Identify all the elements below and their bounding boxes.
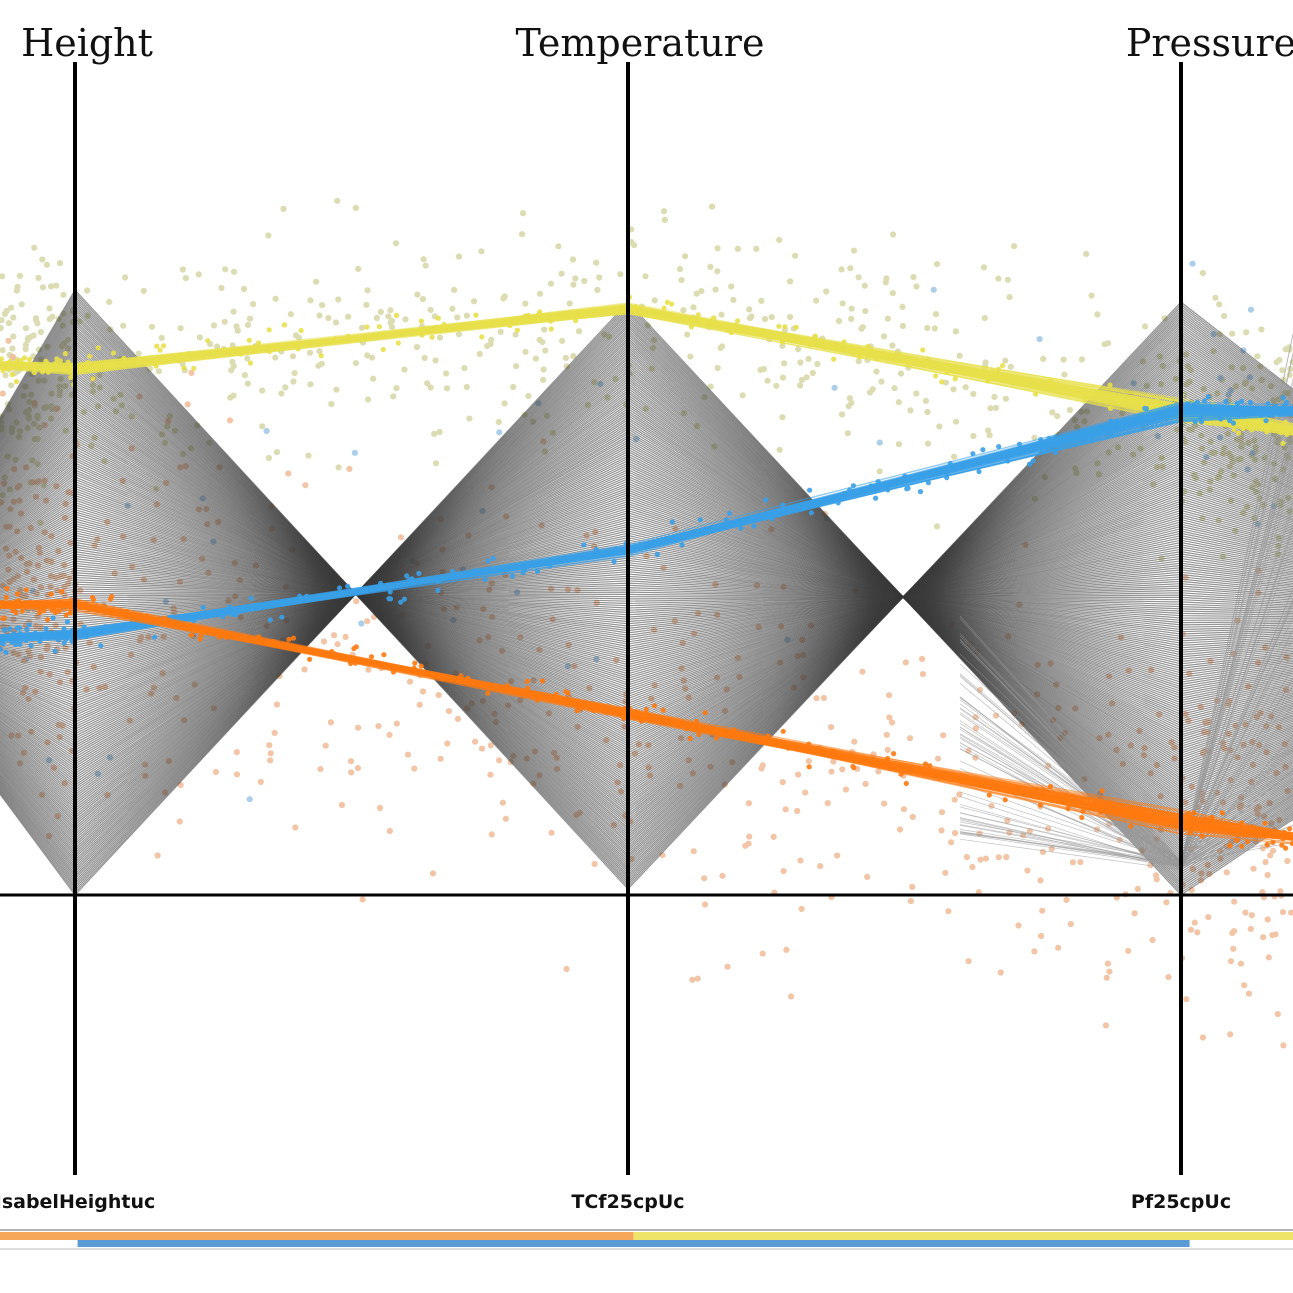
bar-segment-2 bbox=[77, 1240, 1190, 1247]
bar-segment-1 bbox=[633, 1232, 1293, 1240]
cluster-dots-2 bbox=[0, 585, 1293, 851]
cluster-dots-1 bbox=[0, 394, 1293, 655]
axis-title-temperature: Temperature bbox=[516, 21, 765, 65]
axis-id-label-pressure: Pf25cpUc bbox=[1131, 1191, 1231, 1213]
axes-layer: Height IsabelHeightuc Temperature TCf25cpUc… bbox=[0, 21, 1293, 1213]
axis-title-height: Height bbox=[21, 21, 153, 65]
bar-segment-0 bbox=[0, 1232, 634, 1240]
bottom-color-bar bbox=[0, 1229, 1293, 1250]
cluster-dots-0 bbox=[0, 294, 1290, 446]
axis-id-label-height: IsabelHeightuc bbox=[0, 1191, 155, 1213]
axis-id-label-temperature: TCf25cpUc bbox=[571, 1191, 684, 1213]
axis-title-pressure: Pressure bbox=[1126, 21, 1293, 65]
